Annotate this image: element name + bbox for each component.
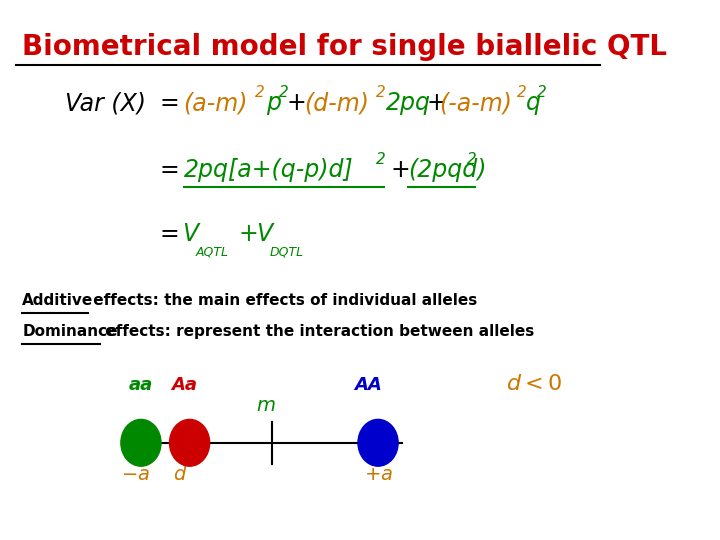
Ellipse shape	[169, 420, 210, 466]
Text: DQTL: DQTL	[270, 246, 304, 259]
Text: =: =	[159, 91, 179, 116]
Text: p: p	[266, 91, 281, 116]
Text: $-a$: $-a$	[122, 465, 150, 484]
Text: V: V	[256, 222, 273, 246]
Text: 2: 2	[377, 85, 386, 100]
Text: +: +	[238, 222, 258, 246]
Text: Var (X): Var (X)	[65, 91, 146, 116]
Text: m: m	[256, 396, 276, 415]
Text: effects: represent the interaction between alleles: effects: represent the interaction betwe…	[100, 325, 534, 340]
Text: AQTL: AQTL	[196, 246, 229, 259]
Text: +: +	[287, 91, 307, 116]
Text: V: V	[182, 222, 199, 246]
Text: 2: 2	[256, 85, 265, 100]
Text: AA: AA	[354, 376, 382, 394]
Text: Aa: Aa	[171, 376, 197, 394]
Text: 2pq: 2pq	[386, 91, 431, 116]
Text: 2pq[a+(q-p)d]: 2pq[a+(q-p)d]	[184, 158, 354, 182]
Ellipse shape	[121, 420, 161, 466]
Text: (a-m): (a-m)	[184, 91, 248, 116]
Text: effects: the main effects of individual alleles: effects: the main effects of individual …	[88, 293, 477, 308]
Text: Dominance: Dominance	[22, 325, 118, 340]
Text: +: +	[390, 158, 410, 182]
Text: $d < 0$: $d < 0$	[505, 374, 562, 394]
Text: $+a$: $+a$	[364, 465, 393, 484]
Text: (d-m): (d-m)	[304, 91, 369, 116]
Text: 2: 2	[537, 85, 547, 100]
Text: =: =	[159, 158, 179, 182]
Text: (-a-m): (-a-m)	[439, 91, 513, 116]
Text: (2pqd): (2pqd)	[408, 158, 487, 182]
Text: 2: 2	[517, 85, 526, 100]
Ellipse shape	[358, 420, 398, 466]
Text: +: +	[427, 91, 446, 116]
Text: 2: 2	[467, 152, 477, 167]
Text: 2: 2	[377, 152, 386, 167]
Text: Additive: Additive	[22, 293, 94, 308]
Text: =: =	[159, 222, 179, 246]
Text: q: q	[526, 91, 541, 116]
Text: $d$: $d$	[174, 465, 188, 484]
Text: 2: 2	[279, 85, 289, 100]
Text: Biometrical model for single biallelic QTL: Biometrical model for single biallelic Q…	[22, 33, 667, 62]
Text: aa: aa	[129, 376, 153, 394]
